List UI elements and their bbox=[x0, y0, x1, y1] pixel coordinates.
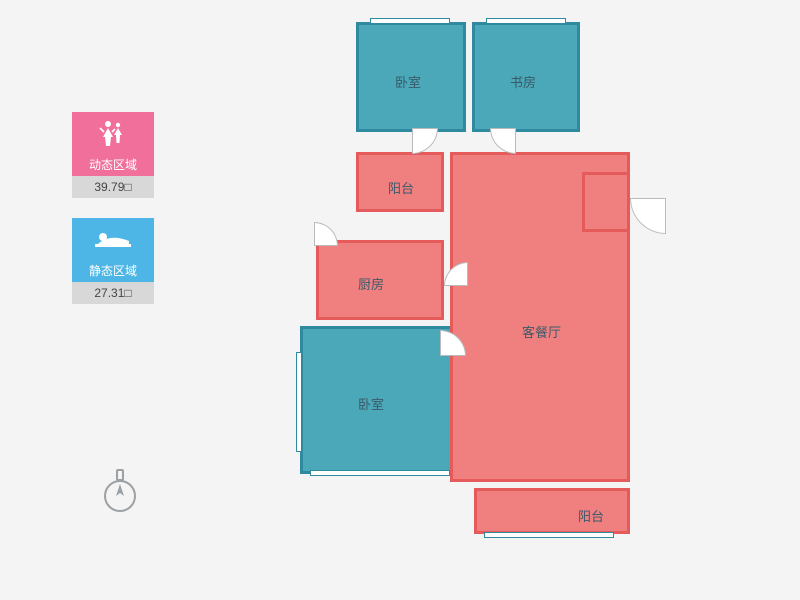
legend-dynamic: 动态区域 39.79□ bbox=[72, 112, 154, 198]
legend-dynamic-title: 动态区域 bbox=[72, 154, 154, 176]
door-arc bbox=[490, 128, 516, 154]
door-arc bbox=[412, 128, 438, 154]
legend: 动态区域 39.79□ 静态区域 27.31□ bbox=[72, 112, 154, 324]
window bbox=[370, 18, 450, 24]
balcony-bot-room bbox=[474, 488, 630, 534]
living-label: 客餐厅 bbox=[522, 322, 561, 341]
block-room bbox=[582, 172, 630, 232]
kitchen-label: 厨房 bbox=[358, 274, 384, 293]
legend-static-value: 27.31□ bbox=[72, 282, 154, 304]
door-arc bbox=[314, 222, 338, 246]
window bbox=[486, 18, 566, 24]
legend-static-title: 静态区域 bbox=[72, 260, 154, 282]
bedroom-top-label: 卧室 bbox=[395, 72, 421, 91]
balcony-top-label: 阳台 bbox=[388, 178, 414, 197]
door-arc bbox=[630, 198, 666, 234]
window bbox=[296, 352, 302, 452]
door-arc bbox=[444, 262, 468, 286]
legend-dynamic-value: 39.79□ bbox=[72, 176, 154, 198]
legend-static: 静态区域 27.31□ bbox=[72, 218, 154, 304]
bedroom-main-label: 卧室 bbox=[358, 394, 384, 413]
sleep-icon bbox=[72, 218, 154, 260]
compass-icon bbox=[100, 468, 140, 521]
window bbox=[310, 470, 450, 476]
people-icon bbox=[72, 112, 154, 154]
study-label: 书房 bbox=[510, 72, 536, 91]
window bbox=[484, 532, 614, 538]
balcony-bot-label: 阳台 bbox=[578, 506, 604, 525]
